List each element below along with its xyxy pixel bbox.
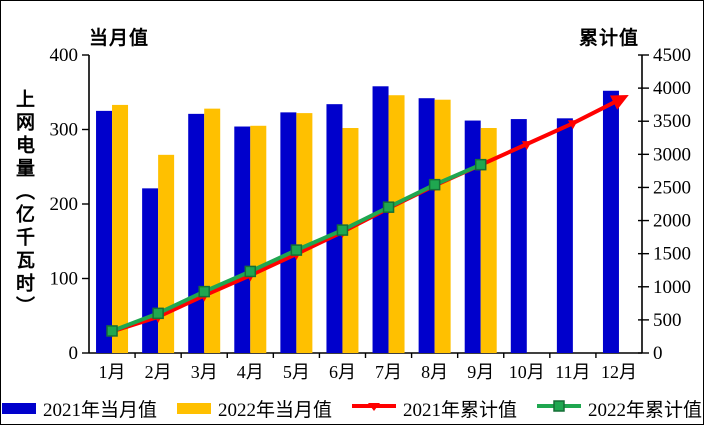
bar-2022-9月 (480, 128, 497, 353)
x-axis-label-4月: 4月 (237, 362, 264, 382)
marker-2022-3月 (198, 285, 210, 298)
x-axis-label-12月: 12月 (601, 362, 637, 382)
x-axis-label-1月: 1月 (99, 362, 126, 382)
x-axis-label-2月: 2月 (145, 362, 172, 382)
legend-label-2021-cumulative: 2021年累计值 (403, 399, 518, 421)
bar-2021-11月 (556, 118, 573, 353)
right-axis-header: 累计值 (578, 28, 639, 49)
bar-2022-7月 (388, 95, 405, 353)
right-axis-tick-label: 4000 (653, 78, 691, 99)
left-axis-tick-label: 100 (50, 269, 79, 290)
right-axis-tick-label: 1000 (653, 277, 691, 298)
right-axis-tick-label: 2000 (653, 211, 691, 232)
right-axis-tick-label: 3500 (653, 111, 691, 132)
right-axis-tick-label: 500 (653, 310, 682, 331)
bar-2022-8月 (434, 99, 451, 353)
bar-2021-8月 (418, 98, 435, 354)
bar-2022-3月 (204, 108, 221, 353)
bar-2021-1月 (96, 110, 113, 353)
marker-2022-1月 (106, 325, 118, 337)
y-axis-title: 上网电量（亿千瓦时） (13, 89, 34, 319)
x-axis-label-8月: 8月 (421, 362, 448, 382)
right-axis-tick-label: 3000 (653, 144, 691, 165)
bar-2022-4月 (250, 125, 267, 354)
bar-2022-1月 (112, 104, 129, 353)
bar-2021-2月 (142, 188, 159, 353)
bar-2022-5月 (296, 113, 313, 353)
left-axis-tick-label: 300 (50, 120, 79, 141)
bar-2021-4月 (234, 126, 251, 354)
marker-2022-7月 (382, 201, 395, 213)
legend-item-2022-monthly: 2022年当月值 (176, 395, 332, 422)
bar-2022-2月 (158, 154, 175, 353)
marker-2022-8月 (428, 178, 441, 191)
legend-label-2021-monthly: 2021年当月值 (42, 399, 157, 421)
marker-2022-4月 (244, 265, 257, 278)
legend-swatch-blue-bar (1, 402, 36, 414)
legend-item-2021-monthly: 2021年当月值 (1, 395, 157, 422)
left-axis-header: 当月值 (89, 28, 150, 49)
right-axis-tick-label: 1500 (653, 244, 691, 265)
line-2021-cumulative (111, 98, 620, 334)
legend-label-2022-monthly: 2022年当月值 (217, 399, 332, 421)
bar-2021-6月 (326, 104, 343, 353)
arrowhead-2021-cumulative (609, 94, 629, 110)
x-axis-label-9月: 9月 (467, 362, 494, 382)
legend: 2021年当月值 2022年当月值 2021年累计值 2022年累计值 (1, 395, 703, 422)
bar-2021-7月 (372, 86, 389, 353)
legend-swatch-green-line (537, 398, 582, 419)
x-axis-label-7月: 7月 (375, 362, 402, 382)
marker-2022-9月 (474, 158, 487, 171)
x-axis-label-3月: 3月 (191, 362, 218, 382)
left-axis-tick-label: 400 (50, 45, 79, 66)
marker-2021-10月 (521, 141, 532, 151)
marker-2022-2月 (152, 307, 164, 320)
x-axis-label-11月: 11月 (555, 362, 590, 382)
marker-2021-11月 (567, 120, 578, 130)
legend-swatch-yellow-bar (176, 402, 211, 414)
bar-2021-3月 (188, 113, 205, 353)
legend-item-2022-cumulative: 2022年累计值 (537, 395, 702, 422)
marker-2022-5月 (290, 244, 303, 256)
legend-label-2022-cumulative: 2022年累计值 (588, 399, 703, 421)
right-axis-tick-label: 4500 (653, 45, 691, 66)
bar-2021-10月 (510, 119, 527, 353)
left-axis-tick-label: 0 (69, 343, 79, 364)
bar-2021-9月 (464, 120, 481, 353)
legend-swatch-red-line (352, 398, 396, 419)
legend-item-2021-cumulative: 2021年累计值 (352, 395, 517, 422)
x-axis-label-6月: 6月 (329, 362, 356, 382)
x-axis-label-5月: 5月 (283, 362, 310, 382)
marker-2022-6月 (336, 224, 349, 236)
right-axis-tick-label: 2500 (653, 177, 691, 198)
bar-2022-6月 (342, 128, 359, 353)
bar-2021-5月 (280, 112, 297, 354)
right-axis-tick-label: 0 (653, 343, 663, 364)
x-axis-label-10月: 10月 (509, 362, 545, 382)
left-axis-tick-label: 200 (50, 194, 79, 215)
bar-2021-12月 (602, 90, 619, 353)
